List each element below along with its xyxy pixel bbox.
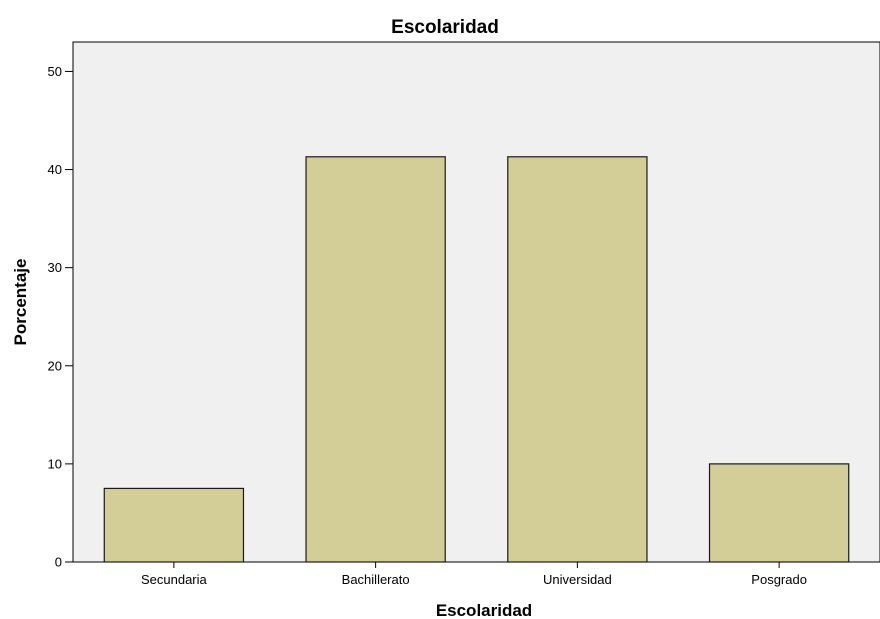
y-tick-label-50: 50 [48, 64, 62, 79]
y-tick-label-40: 40 [48, 162, 62, 177]
y-tick-label-30: 30 [48, 260, 62, 275]
bar-secundaria [103, 487, 245, 563]
bar-universidad [507, 156, 648, 563]
x-axis-label: Escolaridad [436, 601, 532, 619]
x-tick-label-universidad: Universidad [543, 572, 612, 587]
x-axis: Secundaria Bachillerato Universidad Posgrad… [141, 562, 807, 587]
y-tick-label-10: 10 [48, 456, 62, 471]
x-tick-label-posgrado: Posgrado [751, 572, 807, 587]
y-tick-label-20: 20 [48, 358, 62, 373]
y-axis: 0 10 20 30 40 50 [48, 64, 73, 570]
x-tick-label-bachillerato: Bachillerato [342, 572, 410, 587]
x-tick-label-secundaria: Secundaria [141, 572, 208, 587]
y-tick-label-0: 0 [55, 555, 62, 570]
chart-title: Escolaridad [391, 17, 499, 38]
bar-bachillerato [305, 156, 446, 563]
y-axis-label: Porcentaje [11, 259, 30, 346]
bar-posgrado [708, 463, 850, 563]
